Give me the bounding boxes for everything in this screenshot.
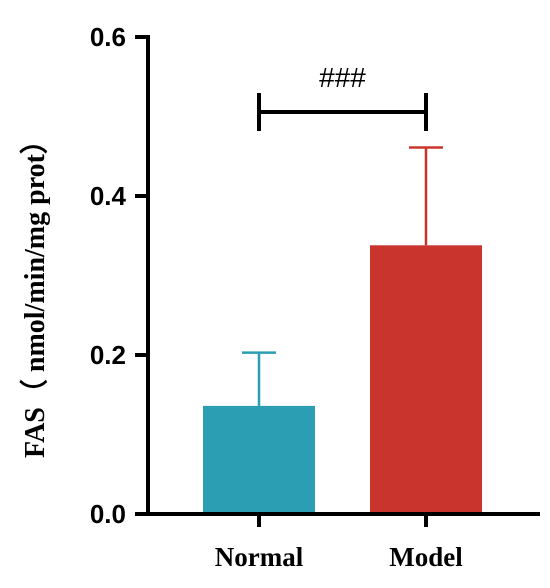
x-tick-label-model: Model [389, 542, 463, 572]
y-ticks-group: 0.0 0.2 0.4 0.6 [90, 22, 148, 529]
significance-label: ### [319, 62, 366, 93]
bar-model [370, 245, 482, 515]
x-ticks-group: Normal Model [215, 514, 463, 572]
bars-group [203, 245, 482, 515]
y-tick-label: 0.4 [90, 181, 127, 211]
x-tick-label-normal: Normal [215, 542, 304, 572]
significance-group: ### [257, 62, 428, 131]
axes-group [146, 35, 540, 516]
y-axis-label: FAS（ nmol/min/mg prot） [18, 126, 51, 458]
y-tick-label: 0.0 [90, 499, 126, 529]
bar-normal [203, 405, 315, 514]
y-tick-label: 0.2 [90, 340, 126, 370]
error-bars-group [242, 146, 443, 406]
y-tick-label: 0.6 [90, 22, 126, 52]
